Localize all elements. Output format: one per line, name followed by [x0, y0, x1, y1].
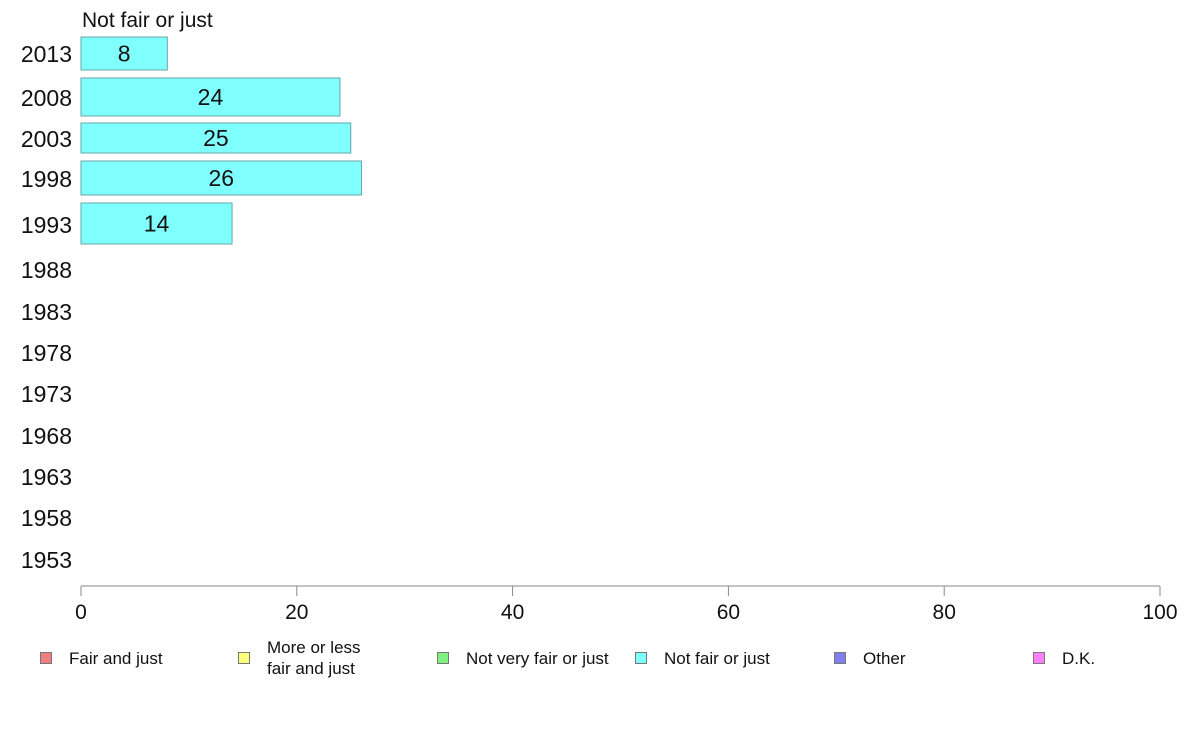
legend-label: Fair and just: [69, 648, 163, 668]
y-tick-label: 1978: [21, 340, 72, 366]
bar-value-label: 14: [144, 211, 170, 237]
bar-value-label: 25: [203, 125, 229, 151]
legend-swatch: [437, 652, 449, 664]
bar: [80, 77, 341, 117]
x-tick-label: 80: [933, 601, 956, 624]
legend: Fair and just More or less fair and just…: [0, 636, 1188, 686]
y-tick-label: 1993: [21, 212, 72, 238]
bar: [80, 160, 363, 196]
legend-swatch: [238, 652, 250, 664]
legend-label: D.K.: [1062, 648, 1096, 668]
legend-swatch: [40, 652, 52, 664]
y-tick-label: 1983: [21, 299, 72, 325]
bar: [80, 122, 352, 154]
y-tick-label: 1998: [21, 166, 72, 192]
legend-label: More or less fair and just: [267, 638, 361, 678]
y-tick-label: 1958: [21, 505, 72, 531]
legend-item-more-or-less: More or less fair and just: [238, 636, 361, 680]
legend-item-not-very-fair: Not very fair or just: [437, 636, 609, 680]
y-tick-label: 2003: [21, 126, 72, 152]
legend-swatch: [635, 652, 647, 664]
y-tick-label: 1988: [21, 257, 72, 283]
bar-value-label: 24: [198, 84, 224, 110]
legend-item-not-fair: Not fair or just: [635, 636, 770, 680]
x-axis: 0 20 40 60 80 100: [75, 585, 1178, 624]
legend-item-dk: D.K.: [1033, 636, 1095, 680]
legend-label: Not very fair or just: [466, 648, 609, 668]
x-tick-label: 60: [717, 601, 740, 624]
y-tick-label: 1953: [21, 547, 72, 573]
legend-item-fair-and-just: Fair and just: [40, 636, 163, 680]
bars-group: 8 24 25 26 14: [80, 36, 363, 245]
legend-item-other: Other: [834, 636, 906, 680]
y-axis-labels: 2013 2008 2003 1998 1993 1988 1983 1978 1973 1968…: [21, 41, 72, 573]
x-tick-label: 40: [501, 601, 524, 624]
legend-swatch: [1033, 652, 1045, 664]
y-tick-label: 1963: [21, 464, 72, 490]
y-tick-label: 2008: [21, 85, 72, 111]
legend-label: Not fair or just: [664, 648, 770, 668]
legend-swatch: [834, 652, 846, 664]
y-tick-label: 1968: [21, 423, 72, 449]
x-tick-label: 20: [285, 601, 308, 624]
bar: [80, 202, 233, 245]
y-tick-label: 1973: [21, 381, 72, 407]
bar-value-label: 8: [118, 41, 131, 67]
bar-value-label: 26: [208, 165, 234, 191]
y-tick-label: 2013: [21, 41, 72, 67]
legend-label: Other: [863, 648, 906, 668]
x-tick-label: 100: [1142, 601, 1177, 624]
chart-title: Not fair or just: [82, 9, 213, 32]
bar: [80, 36, 168, 71]
x-tick-label: 0: [75, 601, 87, 624]
